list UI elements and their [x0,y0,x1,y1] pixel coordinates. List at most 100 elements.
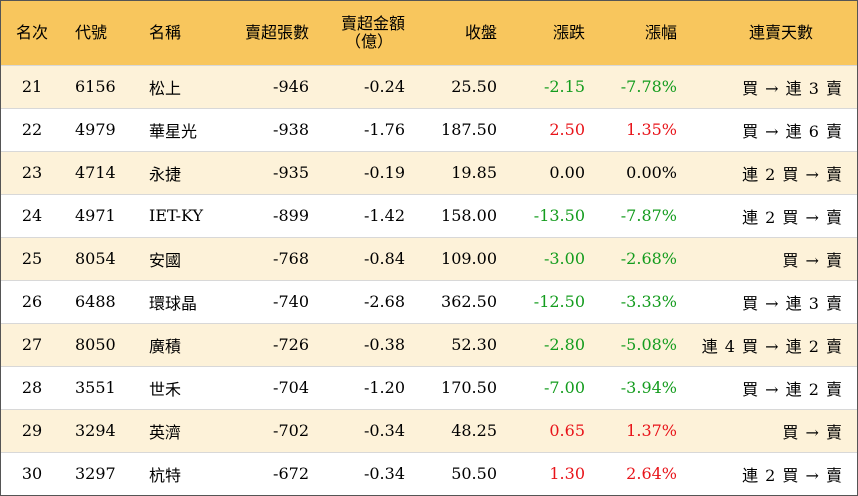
cell-name: 英濟 [149,422,182,442]
cell-name: 松上 [149,78,182,98]
cell-rank: 27 [21,335,43,354]
cell-net-sell-lots: -935 [273,163,309,182]
header-net-sell-amount-line2: （億） [344,31,393,51]
cell-change: -12.50 [533,292,585,311]
cell-code: 6156 [75,77,116,96]
cell-change: -13.50 [533,206,585,225]
table-row: 27 8050 廣積 -726 -0.38 52.30 -2.80 -5.08% 連 4 買 →… [1,323,857,366]
cell-close: 48.25 [451,421,497,440]
cell-net-sell-lots: -768 [273,249,309,268]
cell-rank: 21 [21,77,43,96]
cell-rank: 30 [21,464,43,484]
table-body: 21 6156 松上 -946 -0.24 25.50 -2.15 -7.78% 買 → 連 3… [1,65,857,495]
cell-change: 0.65 [549,421,585,440]
cell-change: -7.00 [543,378,585,397]
cell-change: 0.00 [549,163,585,182]
cell-net-sell-lots: -740 [273,292,309,311]
cell-streak: 買 → 連 6 賣 [742,121,843,141]
cell-name: 環球晶 [149,293,198,313]
cell-close: 362.50 [441,292,497,311]
cell-streak: 連 4 買 → 連 2 賣 [701,336,843,356]
header-code: 代號 [75,22,108,42]
table-header: 名次 代號 名稱 賣超張數 賣超金額 （億） 收盤 漲跌 漲幅 連賣天數 [1,1,857,65]
cell-streak: 連 2 買 → 賣 [742,465,843,485]
cell-close: 52.30 [451,335,497,354]
cell-net-sell-amount: -0.84 [363,249,405,268]
cell-net-sell-amount: -0.24 [363,77,405,96]
header-name: 名稱 [149,22,182,42]
cell-net-sell-amount: -1.42 [363,206,405,225]
cell-code: 4714 [75,163,116,182]
cell-code: 8050 [75,335,116,354]
cell-change-pct: -7.78% [620,77,677,96]
table-row: 24 4971 IET-KY -899 -1.42 158.00 -13.50 -7.87% 連… [1,194,857,237]
cell-close: 187.50 [441,120,497,139]
table-row: 25 8054 安國 -768 -0.84 109.00 -3.00 -2.68% 買 → 賣 [1,237,857,280]
cell-change: 2.50 [549,120,585,139]
cell-name: 世禾 [149,379,182,399]
cell-net-sell-amount: -0.19 [363,163,405,182]
cell-streak: 連 2 買 → 賣 [742,207,843,227]
cell-change-pct: -7.87% [620,206,677,225]
table-row: 23 4714 永捷 -935 -0.19 19.85 0.00 0.00% 連 2 買 → 賣 [1,151,857,194]
header-net-sell-lots: 賣超張數 [244,22,309,42]
cell-net-sell-amount: -1.20 [363,378,405,397]
cell-name: 杭特 [149,465,182,485]
cell-name: 廣積 [149,336,182,356]
cell-change: -2.15 [543,77,585,96]
cell-net-sell-lots: -672 [273,464,309,484]
cell-change-pct: 1.35% [626,120,677,139]
cell-close: 109.00 [441,249,497,268]
header-close: 收盤 [464,22,497,42]
cell-streak: 連 2 買 → 賣 [742,164,843,184]
header-row: 名次 代號 名稱 賣超張數 賣超金額 （億） 收盤 漲跌 漲幅 連賣天數 [1,1,857,65]
cell-rank: 24 [21,206,43,225]
cell-net-sell-amount: -0.34 [363,421,405,440]
cell-code: 3297 [75,464,116,484]
cell-change-pct: -3.33% [620,292,677,311]
cell-code: 6488 [75,292,116,311]
cell-net-sell-amount: -1.76 [363,120,405,139]
cell-net-sell-lots: -702 [273,421,309,440]
cell-net-sell-amount: -0.38 [363,335,405,354]
cell-code: 4979 [75,120,116,139]
header-change-pct: 漲幅 [644,22,677,42]
cell-change-pct: 1.37% [626,421,677,440]
cell-name: 永捷 [149,164,182,184]
cell-net-sell-lots: -726 [273,335,309,354]
table-row: 28 3551 世禾 -704 -1.20 170.50 -7.00 -3.94% 買 → 連 … [1,366,857,409]
cell-code: 3551 [75,378,116,397]
header-change: 漲跌 [552,22,585,42]
cell-code: 3294 [75,421,116,440]
cell-close: 50.50 [451,464,497,484]
table-row: 30 3297 杭特 -672 -0.34 50.50 1.30 2.64% 連 2 買 → 賣 [1,452,857,495]
cell-streak: 買 → 連 3 賣 [742,293,843,313]
cell-close: 158.00 [441,206,497,225]
cell-net-sell-lots: -899 [273,206,309,225]
cell-change-pct: -5.08% [620,335,677,354]
cell-streak: 買 → 賣 [782,422,843,442]
header-net-sell-amount-line1: 賣超金額 [340,13,405,33]
cell-change: -2.80 [543,335,585,354]
cell-change-pct: 2.64% [626,464,677,484]
cell-name: 華星光 [149,121,198,141]
cell-change: 1.30 [549,464,585,484]
cell-change-pct: -2.68% [620,249,677,268]
table-row: 22 4979 華星光 -938 -1.76 187.50 2.50 1.35% 買 → 連 6… [1,108,857,151]
cell-change: -3.00 [543,249,585,268]
cell-net-sell-lots: -704 [273,378,309,397]
cell-net-sell-amount: -2.68 [363,292,405,311]
cell-streak: 買 → 連 2 賣 [742,379,843,399]
cell-change-pct: -3.94% [620,378,677,397]
cell-close: 19.85 [451,163,497,182]
cell-rank: 23 [21,163,43,182]
cell-close: 170.50 [441,378,497,397]
cell-change-pct: 0.00% [626,163,677,182]
cell-streak: 買 → 連 3 賣 [742,78,843,98]
header-streak: 連賣天數 [748,22,813,42]
cell-close: 25.50 [451,77,497,96]
header-net-sell-amount: 賣超金額 （億） [323,1,419,65]
cell-net-sell-lots: -938 [273,120,309,139]
